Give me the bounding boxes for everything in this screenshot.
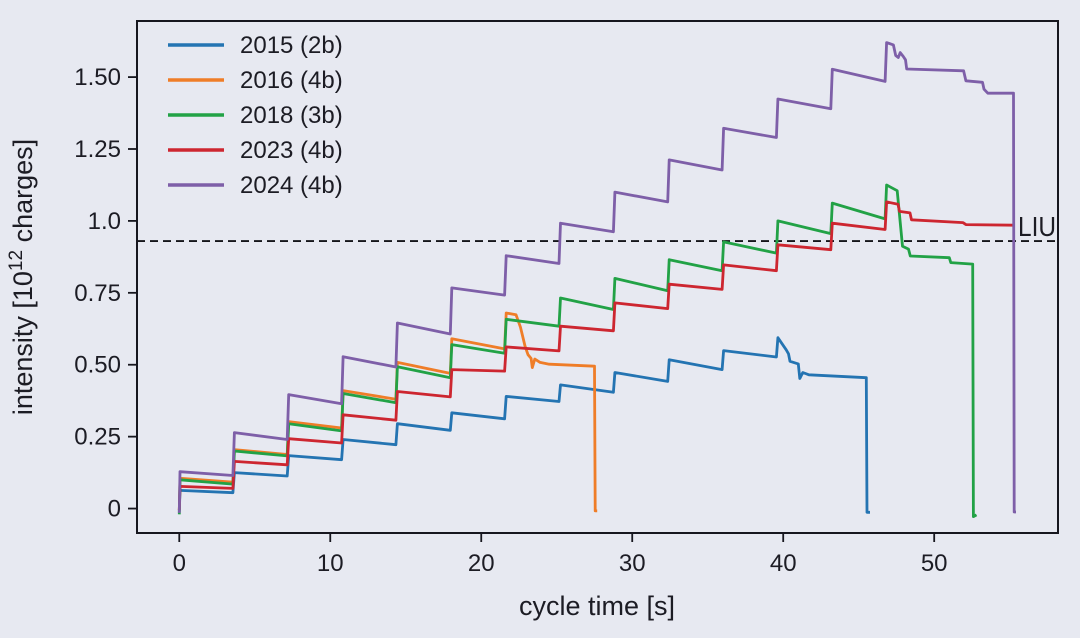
y-tick-label: 1.50 bbox=[74, 64, 121, 91]
legend-item-2015: 2015 (2b) bbox=[168, 32, 343, 59]
y-tick-label: 1.0 bbox=[88, 208, 121, 235]
legend-label: 2016 (4b) bbox=[240, 67, 343, 94]
ticks-layer: 0 10 20 30 40 50 0 0.25 0.50 0.75 1.0 1.25 1.50 bbox=[74, 64, 947, 577]
x-axis-label: cycle time [s] bbox=[519, 591, 675, 621]
legend-label: 2015 (2b) bbox=[240, 32, 343, 59]
legend-item-2018: 2018 (3b) bbox=[168, 102, 343, 129]
y-axis-label-post: charges] bbox=[8, 139, 38, 250]
y-axis-label-pre: intensity [10 bbox=[8, 271, 38, 415]
legend-item-2023: 2023 (4b) bbox=[168, 137, 343, 164]
axes-frame bbox=[136, 20, 1059, 534]
plot-area bbox=[137, 21, 1058, 533]
y-tick-label: 0 bbox=[108, 496, 121, 523]
series-line-2015 bbox=[177, 336, 870, 514]
y-tick-label: 0.50 bbox=[74, 352, 121, 379]
legend-label: 2023 (4b) bbox=[240, 137, 343, 164]
y-tick-label: 0.75 bbox=[74, 280, 121, 307]
y-tick-label: 0.25 bbox=[74, 424, 121, 451]
series-line-2023 bbox=[177, 200, 1015, 511]
x-tick-label: 10 bbox=[317, 550, 344, 577]
x-tick-label: 0 bbox=[173, 550, 186, 577]
y-axis-label-superscript: 12 bbox=[6, 250, 27, 271]
x-tick-label: 30 bbox=[619, 550, 646, 577]
legend-label: 2024 (4b) bbox=[240, 172, 343, 199]
series-line-2024 bbox=[177, 41, 1016, 514]
series-layer bbox=[177, 41, 1016, 518]
legend: 2015 (2b) 2016 (4b) 2018 (3b) 2023 (4b) 2024… bbox=[168, 32, 343, 199]
liu-annotation: LIU bbox=[1018, 211, 1056, 242]
x-tick-label: 50 bbox=[921, 550, 948, 577]
y-tick-label: 1.25 bbox=[74, 136, 121, 163]
legend-item-2016: 2016 (4b) bbox=[168, 67, 343, 94]
legend-item-2024: 2024 (4b) bbox=[168, 172, 343, 199]
x-tick-label: 20 bbox=[468, 550, 495, 577]
y-axis-label: intensity [1012 charges] bbox=[6, 139, 38, 415]
legend-label: 2018 (3b) bbox=[240, 102, 343, 129]
x-tick-label: 40 bbox=[770, 550, 797, 577]
